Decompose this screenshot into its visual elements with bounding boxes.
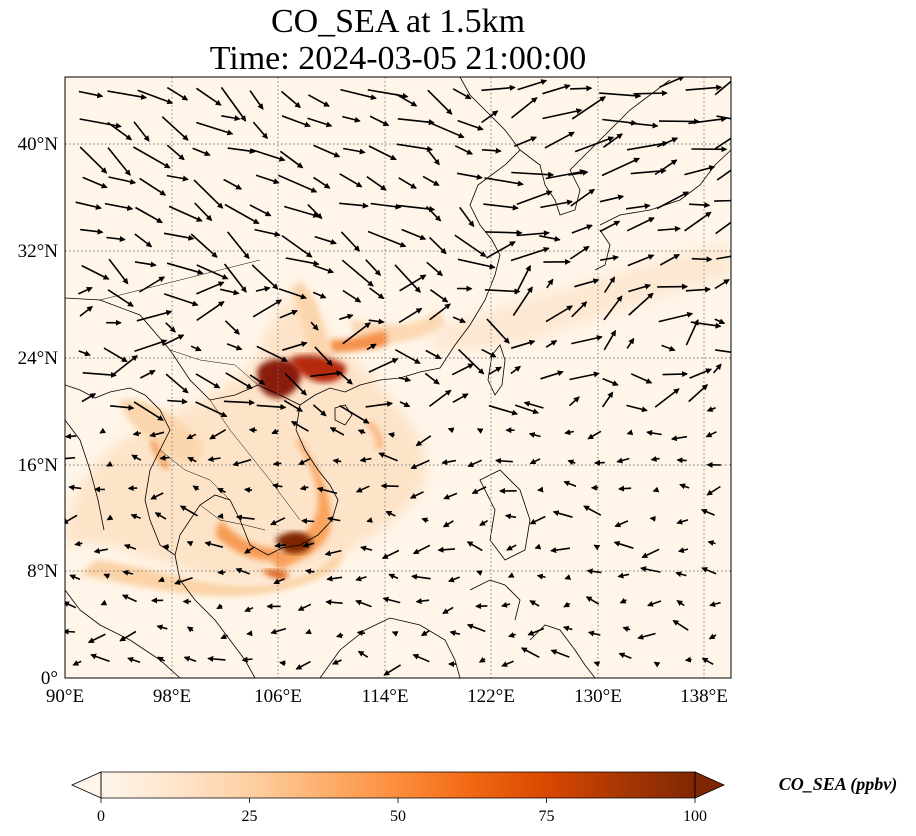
wind-arrow	[714, 200, 753, 201]
colorbar-label: CO_SEA (ppbv)	[779, 774, 898, 795]
wind-arrow	[663, 374, 688, 375]
y-tick-label: 0°	[41, 668, 58, 689]
wind-arrow	[382, 486, 399, 487]
wind-arrow	[66, 436, 76, 437]
wind-arrow	[689, 204, 709, 205]
colorbar-tick-label: 0	[97, 808, 105, 825]
wind-arrow	[633, 93, 666, 94]
wind-arrow	[164, 546, 170, 547]
x-tick-label: 98°E	[153, 686, 191, 707]
x-axis-ticks: 90°E 98°E 106°E 114°E 122°E 130°E 138°E	[46, 686, 728, 707]
wind-arrow	[250, 430, 257, 431]
wind-arrow	[651, 518, 656, 519]
wind-arrow	[486, 232, 522, 233]
y-axis-ticks: 0° 8°N 16°N 24°N 32°N 40°N	[18, 134, 59, 689]
wind-arrow	[245, 489, 252, 490]
wind-arrow	[692, 259, 712, 260]
wind-arrow	[274, 463, 282, 464]
wind-arrow	[247, 633, 252, 634]
x-tick-label: 122°E	[467, 686, 515, 707]
colorbar-tick-label: 75	[539, 808, 555, 825]
wind-arrow	[619, 488, 631, 489]
x-tick-label: 130°E	[574, 686, 622, 707]
wind-arrow	[161, 458, 170, 459]
wind-arrow	[280, 663, 286, 664]
wind-arrow	[678, 460, 687, 461]
wind-arrow	[367, 520, 371, 521]
y-tick-label: 8°N	[27, 561, 58, 582]
wind-arrow	[686, 660, 692, 661]
colorbar-gradient	[101, 772, 695, 798]
y-tick-label: 24°N	[18, 348, 59, 369]
x-tick-label: 106°E	[254, 686, 302, 707]
colorbar-tick-label: 25	[242, 808, 258, 825]
wind-arrow	[538, 490, 542, 491]
y-tick-label: 40°N	[18, 134, 59, 155]
x-tick-label: 138°E	[680, 686, 728, 707]
colorbar-extend-low	[72, 772, 101, 798]
colorbar-tick-label: 50	[390, 808, 406, 825]
wind-arrow	[334, 460, 342, 461]
x-tick-label: 90°E	[46, 686, 84, 707]
colorbar-tick-label: 100	[683, 808, 707, 825]
colorbar-extend-high	[695, 772, 724, 798]
y-tick-label: 32°N	[18, 241, 59, 262]
wind-arrow	[302, 521, 314, 522]
colorbar: 0 25 50 75 100 CO_SEA (ppbv)	[72, 772, 897, 825]
wind-arrow	[358, 632, 365, 633]
wind-arrow	[218, 516, 223, 517]
x-tick-label: 114°E	[362, 686, 409, 707]
map-figure: 90°E 98°E 106°E 114°E 122°E 130°E 138°E …	[0, 0, 916, 836]
wind-arrow	[570, 88, 591, 89]
y-tick-label: 16°N	[18, 455, 59, 476]
